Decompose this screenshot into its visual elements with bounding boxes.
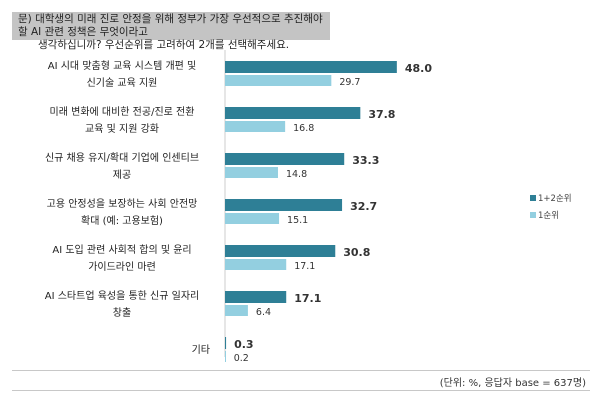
category-label: 신기술 교육 지원 xyxy=(87,77,158,89)
value-label-series2: 29.7 xyxy=(339,77,360,88)
divider-top xyxy=(12,370,590,371)
category-label: 확대 (예: 고용보험) xyxy=(81,215,163,227)
value-label-series1: 30.8 xyxy=(343,246,370,259)
category-label: AI 시대 맞춤형 교육 시스템 개편 및 xyxy=(48,60,196,72)
value-label-series1: 48.0 xyxy=(405,62,432,75)
bar-series2 xyxy=(225,351,226,362)
category-label: 가이드라인 마련 xyxy=(88,261,156,273)
category-label: 제공 xyxy=(113,169,131,181)
category-label: AI 스타트업 육성을 통한 신규 일자리 xyxy=(45,289,199,302)
question-line-2: 생각하십니까? 우선순위를 고려하여 2개를 선택해주세요. xyxy=(38,39,290,51)
value-label-series2: 15.1 xyxy=(287,215,308,226)
bar-series2 xyxy=(225,75,332,86)
bar-series1 xyxy=(225,337,227,349)
value-label-series1: 32.7 xyxy=(350,200,377,213)
value-label-series2: 14.8 xyxy=(286,169,307,180)
unit-note: (단위: %, 응답자 base = 637명) xyxy=(439,378,586,389)
value-label-series2: 17.1 xyxy=(294,261,315,272)
legend-label: 1+2순위 xyxy=(538,194,572,204)
bar-series2 xyxy=(225,167,278,178)
bar-series2 xyxy=(225,305,248,316)
bar-series2 xyxy=(225,259,287,270)
bar-series2 xyxy=(225,213,280,224)
legend-swatch xyxy=(530,212,536,218)
legend-label: 1순위 xyxy=(538,211,559,221)
bar-series1 xyxy=(225,61,397,73)
category-label: 신규 채용 유지/확대 기업에 인센티브 xyxy=(45,151,199,164)
value-label-series2: 6.4 xyxy=(256,307,271,318)
category-label: 미래 변화에 대비한 전공/진로 전환 xyxy=(50,106,195,118)
category-label: 기타 xyxy=(192,344,210,356)
value-label-series2: 16.8 xyxy=(293,123,314,134)
bar-series1 xyxy=(225,245,336,257)
value-label-series1: 33.3 xyxy=(352,154,379,167)
value-label-series1: 0.3 xyxy=(234,338,254,351)
bar-series1 xyxy=(225,107,361,119)
bar-series1 xyxy=(225,291,287,303)
divider-bottom xyxy=(12,390,590,391)
category-label: AI 도입 관련 사회적 합의 및 윤리 xyxy=(52,243,191,256)
value-label-series2: 0.2 xyxy=(234,353,249,364)
legend-swatch xyxy=(530,195,536,201)
category-label: 창출 xyxy=(113,307,131,319)
bar-series2 xyxy=(225,121,286,132)
value-label-series1: 17.1 xyxy=(294,292,321,305)
bar-series1 xyxy=(225,199,343,211)
value-label-series1: 37.8 xyxy=(368,108,395,121)
category-label: 고용 안정성을 보장하는 사회 안전망 xyxy=(47,197,198,210)
category-label: 교육 및 지원 강화 xyxy=(85,123,159,135)
question-line-1: 문) 대학생의 미래 진로 안정을 위해 정부가 가장 우선적으로 추진해야 할… xyxy=(18,13,323,38)
question-box: 문) 대학생의 미래 진로 안정을 위해 정부가 가장 우선적으로 추진해야 할… xyxy=(12,12,330,51)
bar-series1 xyxy=(225,153,345,165)
